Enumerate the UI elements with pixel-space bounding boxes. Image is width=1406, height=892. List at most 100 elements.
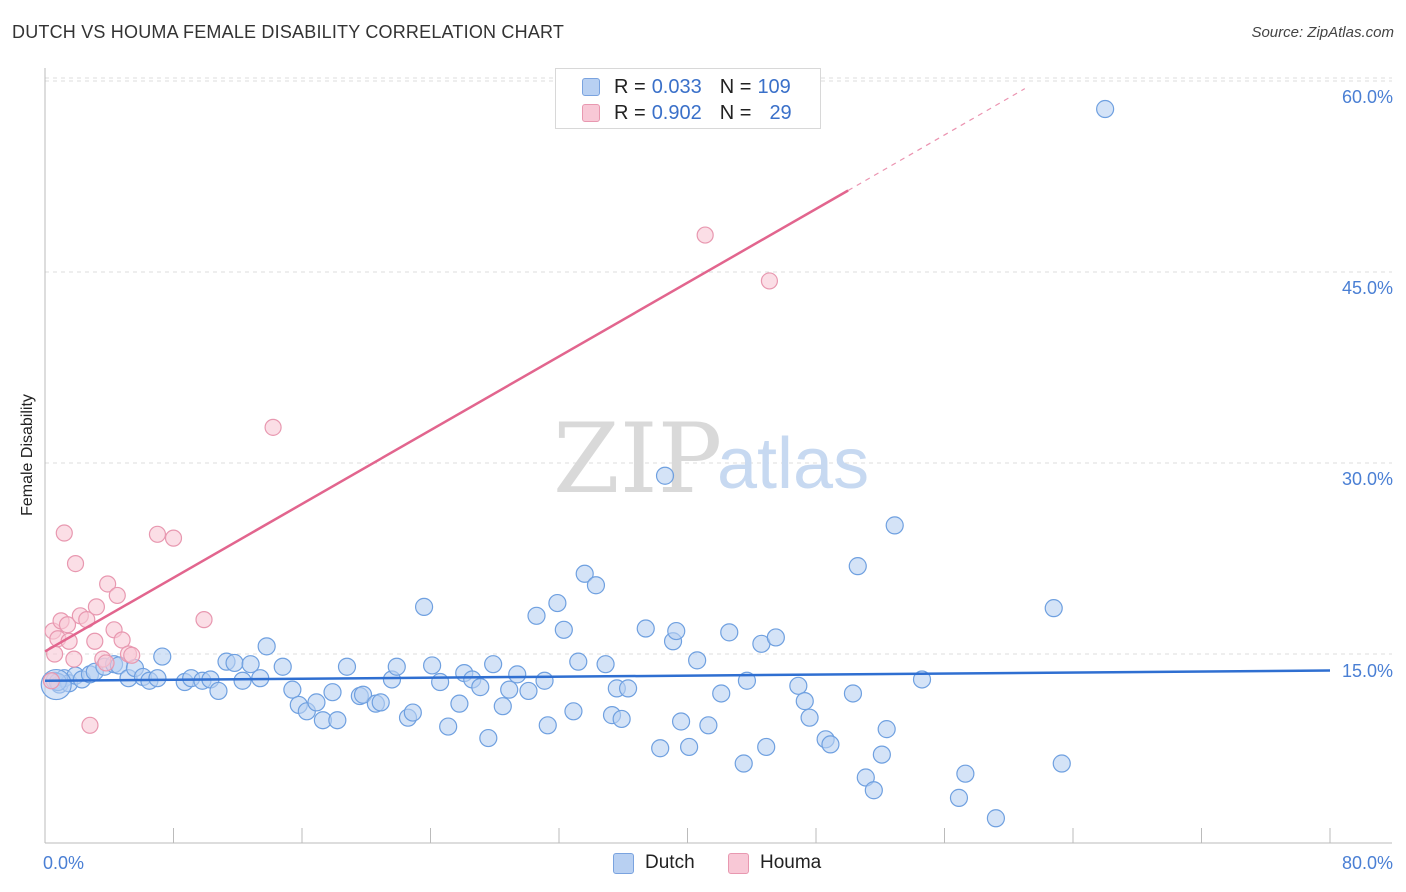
legend-n-value: 109 xyxy=(757,75,791,98)
dutch-point xyxy=(153,647,172,666)
dutch-point xyxy=(564,702,583,721)
dutch-point xyxy=(737,671,757,690)
dutch-point xyxy=(872,745,891,764)
dutch-point xyxy=(353,685,373,704)
dutch-point xyxy=(651,739,670,758)
dutch-point xyxy=(554,620,573,639)
dutch-point xyxy=(912,670,932,689)
dutch-point xyxy=(821,735,840,754)
legend-n-label: N = xyxy=(719,101,752,124)
dutch-point xyxy=(471,678,490,697)
houma-trend-extension xyxy=(847,88,1026,192)
legend-r-value: 0.902 xyxy=(651,101,702,124)
dutch-point xyxy=(655,466,675,485)
source-label: Source: ZipAtlas.com xyxy=(1251,24,1394,41)
dutch-point xyxy=(848,557,867,576)
dutch-point xyxy=(586,576,606,595)
series-swatch-dutch xyxy=(613,852,634,874)
trend-lines xyxy=(44,88,1331,682)
y-tick-label-30: 30.0% xyxy=(1341,469,1393,489)
dutch-point xyxy=(328,711,347,730)
dutch-point xyxy=(766,628,785,647)
dutch-point xyxy=(877,720,896,739)
legend-r-value: 0.033 xyxy=(651,75,702,98)
dutch-point xyxy=(337,657,357,676)
dutch-point xyxy=(618,679,638,698)
dutch-point xyxy=(387,657,406,676)
houma-point xyxy=(164,529,183,547)
dutch-point xyxy=(949,788,969,807)
dutch-point xyxy=(789,676,808,695)
dutch-point xyxy=(596,655,615,674)
houma-point xyxy=(87,598,106,616)
dutch-point xyxy=(636,619,655,638)
dutch-point xyxy=(612,709,631,729)
houma-point xyxy=(195,611,213,629)
houma-point xyxy=(81,716,99,734)
houma-point xyxy=(65,650,83,668)
houma-point xyxy=(66,554,85,573)
legend-swatch-dutch xyxy=(582,78,600,96)
dutch-point xyxy=(1052,754,1071,773)
stats-legend: R = 0.033 N = 109 R = 0.902 N = 29 xyxy=(555,68,821,129)
houma-point xyxy=(108,586,126,605)
legend-r-label: R = xyxy=(614,101,646,124)
dutch-point xyxy=(986,809,1006,828)
y-tick-label-45: 45.0% xyxy=(1341,278,1393,298)
dutch-point xyxy=(479,728,498,748)
dutch-point xyxy=(535,671,554,690)
dutch-point xyxy=(403,703,422,722)
x-tick-label-max: 80.0% xyxy=(1341,853,1393,873)
houma-point xyxy=(58,616,77,634)
dutch-point xyxy=(699,716,718,735)
dutch-point xyxy=(688,651,707,670)
series-label-dutch: Dutch xyxy=(645,852,695,873)
dutch-point xyxy=(1044,599,1063,618)
dutch-point xyxy=(548,593,567,613)
series-legend-houma: Houma xyxy=(728,852,821,874)
watermark-zip: ZIP xyxy=(553,403,722,515)
dutch-point xyxy=(843,684,863,703)
y-tick-label-60: 60.0% xyxy=(1341,87,1393,107)
series-label-houma: Houma xyxy=(760,852,822,873)
houma-point xyxy=(696,226,714,244)
dutch-point xyxy=(956,764,975,783)
houma-point xyxy=(99,575,117,593)
watermark-atlas: atlas xyxy=(717,424,869,504)
dutch-point xyxy=(371,693,390,712)
dutch-point xyxy=(500,680,519,699)
series-legend-dutch: Dutch xyxy=(613,852,695,874)
dutch-point xyxy=(734,754,753,773)
axes xyxy=(44,68,1392,844)
dutch-point xyxy=(527,606,546,625)
dutch-point xyxy=(484,655,503,674)
houma-point xyxy=(123,646,141,664)
dutch-point xyxy=(225,653,244,673)
chart-title: DUTCH VS HOUMA FEMALE DISABILITY CORRELA… xyxy=(12,22,565,42)
legend-row-dutch: R = 0.033 N = 109 xyxy=(582,76,791,98)
dutch-point xyxy=(148,669,167,688)
dutch-point xyxy=(1096,99,1115,119)
dutch-point xyxy=(450,694,469,713)
dutch-point xyxy=(414,597,434,616)
dutch-point xyxy=(439,717,458,736)
dutch-point xyxy=(257,637,276,656)
legend-row-houma: R = 0.902 N = 29 xyxy=(582,102,792,124)
dutch-point xyxy=(864,781,883,800)
dutch-point xyxy=(493,697,512,716)
houma-point xyxy=(113,631,131,649)
dutch-point xyxy=(323,683,342,702)
x-tick-label-min: 0.0% xyxy=(43,853,85,873)
dutch-point xyxy=(795,692,814,711)
dutch-point xyxy=(680,737,699,757)
dutch-point xyxy=(800,708,819,727)
dutch-point xyxy=(575,564,594,583)
houma-point xyxy=(55,524,73,542)
legend-r-label: R = xyxy=(614,75,646,98)
dutch-point xyxy=(757,737,776,757)
dutch-point xyxy=(569,652,588,671)
dutch-point xyxy=(519,681,538,701)
dutch-point xyxy=(233,671,252,690)
houma-point xyxy=(97,654,115,672)
